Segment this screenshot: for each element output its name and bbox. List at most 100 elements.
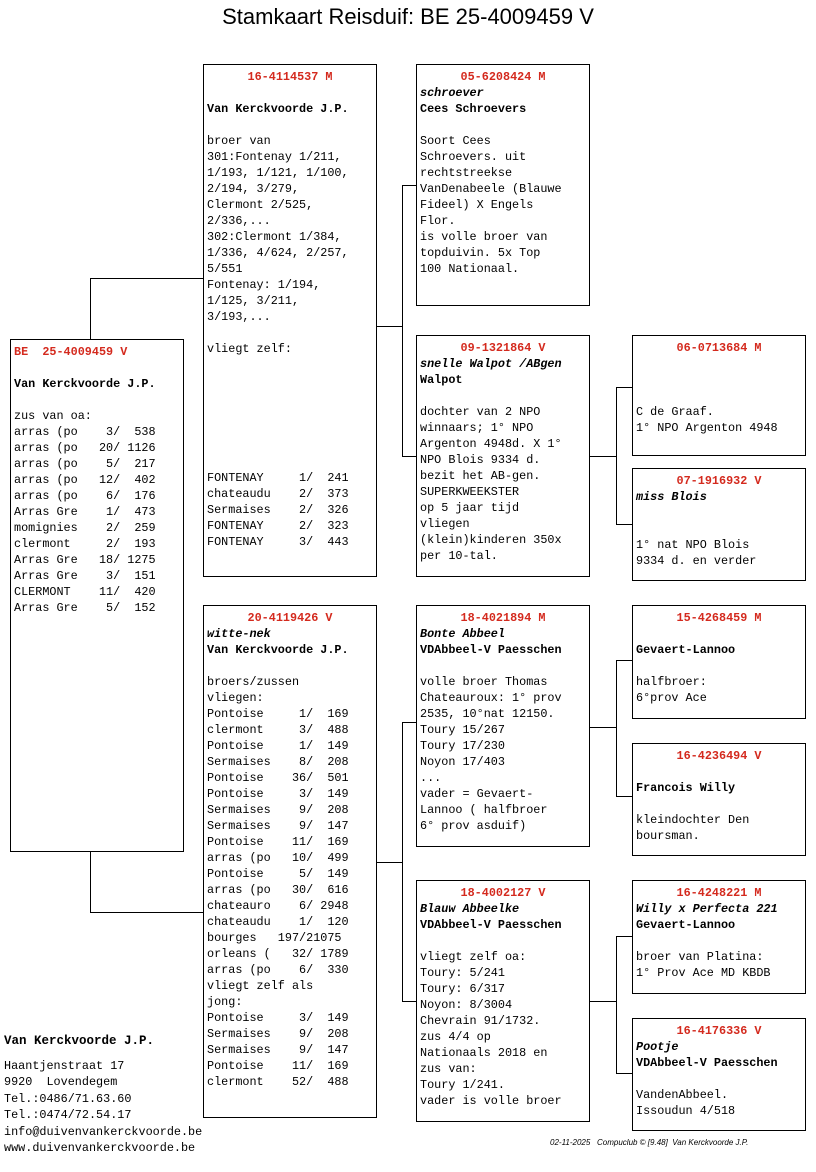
remark-line: ... [420, 771, 442, 785]
remark-line: Fontenay: 1/194, [207, 278, 321, 292]
remark-line: Noyon: 8/3004 [420, 998, 513, 1012]
remark-line: Pontoise 11/ 169 [207, 835, 349, 849]
remark-line: Clermont 2/525, [207, 198, 314, 212]
remark-line: vliegt zelf: [207, 342, 292, 356]
remark-line: Lannoo ( halfbroer [420, 803, 548, 817]
remark-line: Flor. [420, 214, 456, 228]
pigeon-name: miss Blois [636, 490, 707, 504]
remark-line: Pontoise 3/ 149 [207, 1011, 349, 1025]
contact-line: 9920 Lovendegem [4, 1075, 118, 1090]
owner: VDAbbeel-V Paesschen [420, 643, 562, 657]
remark-line: vader is volle broer [420, 1094, 562, 1108]
remark-line: Chateauroux: 1° prov [420, 691, 562, 705]
result-line: Sermaises 2/ 326 [207, 503, 349, 517]
remark-line: Pontoise 3/ 149 [207, 787, 349, 801]
remark-line: Pontoise 36/ 501 [207, 771, 349, 785]
remark-line: 1/336, 4/624, 2/257, [207, 246, 349, 260]
pigeon-name: Willy x Perfecta 221 [636, 902, 778, 916]
ring-number: 15-4268459 M [676, 611, 762, 625]
connector [90, 851, 203, 913]
ring-number: 07-1916932 V [676, 474, 762, 488]
remark-line: topduivin. 5x Top [420, 246, 541, 260]
pedigree-box: 18-4002127 V Blauw Abbeelke VDAbbeel-V Pae… [416, 880, 590, 1122]
remark-line: Chevrain 91/1732. [420, 1014, 541, 1028]
footer: 02-11-2025 Compuclub © [9.48] Van Kerckv… [550, 1138, 749, 1147]
pigeon-name: schroever [420, 86, 484, 100]
remark-line: vliegt zelf oa: [420, 950, 527, 964]
remark-line: arras (po 10/ 499 [207, 851, 349, 865]
remark-line: arras (po 6/ 176 [14, 489, 156, 503]
remark-line: arras (po 3/ 538 [14, 425, 156, 439]
remark-line: 3/193,... [207, 310, 271, 324]
remark-line: volle broer Thomas [420, 675, 548, 689]
pedigree-box: 16-4176336 V Pootje VDAbbeel-V Paesschen Va… [632, 1018, 806, 1131]
pedigree-box: 16-4248221 M Willy x Perfecta 221 Gevaert-… [632, 880, 806, 994]
pigeon-name: Bonte Abbeel [420, 627, 505, 641]
owner: Van Kerckvoorde J.P. [14, 377, 156, 391]
pedigree-box: 15-4268459 M Gevaert-Lannoo halfbroer: 6°pr… [632, 605, 806, 719]
remark-line: Arras Gre 1/ 473 [14, 505, 156, 519]
contact-line: info@duivenvankerckvoorde.be [4, 1124, 203, 1139]
result-line: FONTENAY 1/ 241 [207, 471, 349, 485]
remark-line: clermont 2/ 193 [14, 537, 156, 551]
connector [376, 185, 416, 457]
remark-line: 6° prov asduif) [420, 819, 527, 833]
ring-number: 16-4248221 M [676, 886, 762, 900]
remark-line: 301:Fontenay 1/211, [207, 150, 342, 164]
remark-line: Toury 15/267 [420, 723, 505, 737]
remark-line: jong: [207, 995, 243, 1009]
remark-line: arras (po 5/ 217 [14, 457, 156, 471]
ring-number: 16-4236494 V [676, 749, 762, 763]
remark-line: per 10-tal. [420, 549, 498, 563]
connector [589, 387, 632, 525]
ring-number: 18-4002127 V [460, 886, 546, 900]
remark-line: 1° nat NPO Blois [636, 538, 750, 552]
remark-line: 9334 d. en verder [636, 554, 757, 568]
remark-line: NPO Blois 9334 d. [420, 453, 541, 467]
remark-line: Soort Cees [420, 134, 491, 148]
remark-line: Pontoise 5/ 149 [207, 867, 349, 881]
remark-line: 1° NPO Argenton 4948 [636, 421, 778, 435]
contact-line: Haantjenstraat 17 [4, 1059, 125, 1073]
remark-line: VandenAbbeel. [636, 1088, 729, 1102]
remark-line: 2/194, 3/279, [207, 182, 300, 196]
remark-line: Sermaises 9/ 147 [207, 819, 349, 833]
remark-line: 1° Prov Ace MD KBDB [636, 966, 771, 980]
owner: VDAbbeel-V Paesschen [636, 1056, 778, 1070]
remark-line: CLERMONT 11/ 420 [14, 585, 156, 599]
remark-line: Sermaises 9/ 208 [207, 803, 349, 817]
owner: Van Kerckvoorde J.P. [207, 643, 349, 657]
pedigree-box: 20-4119426 V witte-nek Van Kerckvoorde J.P… [203, 605, 377, 1118]
remark-line: arras (po 6/ 330 [207, 963, 349, 977]
remark-line: chateaudu 1/ 120 [207, 915, 349, 929]
remark-line: Nationaals 2018 en [420, 1046, 548, 1060]
remark-line: arras (po 20/ 1126 [14, 441, 156, 455]
remark-line: vliegen: [207, 691, 264, 705]
remark-line: Arras Gre 5/ 152 [14, 601, 156, 615]
pedigree-box: 09-1321864 V snelle Walpot /ABgen Walpot do… [416, 335, 590, 577]
ring-number: BE 25-4009459 V [14, 345, 128, 359]
remark-line: kleindochter Den [636, 813, 750, 827]
remark-line: 100 Nationaal. [420, 262, 520, 276]
remark-line: Arras Gre 3/ 151 [14, 569, 156, 583]
pedigree-box: 07-1916932 V miss Blois 1° nat NPO Blois 93… [632, 468, 806, 581]
pedigree-box: 05-6208424 M schroever Cees Schroevers Soor… [416, 64, 590, 306]
remark-line: op 5 jaar tijd [420, 501, 520, 515]
pigeon-name: Blauw Abbeelke [420, 902, 520, 916]
remark-line: 2535, 10°nat 12150. [420, 707, 555, 721]
remark-line: orleans ( 32/ 1789 [207, 947, 349, 961]
pedigree-box: 16-4236494 V Francois Willy kleindochter D… [632, 743, 806, 856]
remark-line: vader = Gevaert- [420, 787, 534, 801]
remark-line: 302:Clermont 1/384, [207, 230, 342, 244]
remark-line: vliegen [420, 517, 470, 531]
remark-line: broers/zussen [207, 675, 300, 689]
owner: Walpot [420, 373, 463, 387]
title: Stamkaart Reisduif: BE 25-4009459 V [222, 4, 594, 29]
remark-line: Toury: 6/317 [420, 982, 505, 996]
remark-line: 1/125, 3/211, [207, 294, 300, 308]
remark-line: rechtstreekse [420, 166, 513, 180]
ring-number: 20-4119426 V [247, 611, 333, 625]
remark-line: Schroevers. uit [420, 150, 527, 164]
